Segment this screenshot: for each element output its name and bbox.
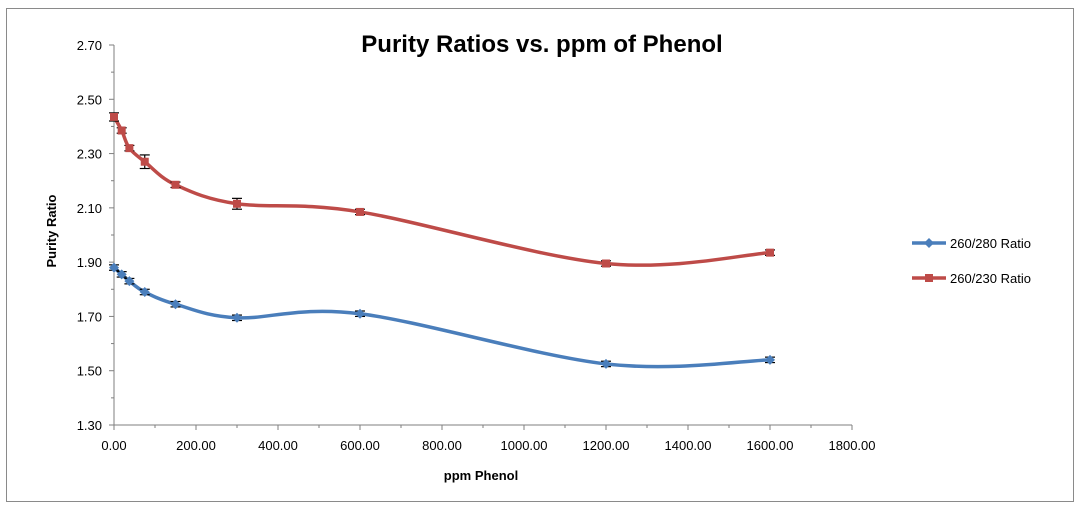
data-point [171, 180, 180, 189]
x-axis-label: ppm Phenol [444, 468, 518, 483]
data-point [766, 248, 774, 257]
data-point [356, 207, 364, 216]
x-tick-label: 800.00 [422, 438, 462, 453]
data-point [139, 287, 150, 297]
data-point [233, 199, 241, 208]
data-point [765, 354, 775, 365]
legend-label: 260/280 Ratio [950, 236, 1031, 251]
chart-title: Purity Ratios vs. ppm of Phenol [361, 31, 722, 58]
series-line [112, 265, 772, 369]
legend-item: 260/280 Ratio [912, 236, 1031, 251]
x-tick-label: 200.00 [176, 438, 216, 453]
x-tick-label: 1600.00 [747, 438, 794, 453]
data-point [125, 144, 134, 153]
data-point [232, 312, 242, 323]
series-layer [109, 112, 775, 369]
series-line [112, 115, 772, 267]
y-axis-label: Purity Ratio [44, 194, 59, 267]
legend-label: 260/230 Ratio [950, 271, 1031, 286]
legend-item: 260/230 Ratio [912, 271, 1031, 286]
x-tick-label: 400.00 [258, 438, 298, 453]
legend: 260/280 Ratio 260/230 Ratio [912, 236, 1031, 286]
y-tick-label: 2.10 [77, 201, 102, 216]
data-point [117, 126, 126, 135]
y-tick-label: 1.30 [77, 418, 102, 433]
axes: 1.30 1.50 1.70 1.90 2.10 2.30 2.50 2.70 0.00 200.… [77, 38, 876, 453]
legend-marker [925, 274, 933, 282]
series-2 [109, 112, 775, 268]
x-tick-label: 1200.00 [583, 438, 630, 453]
y-tick-label: 1.70 [77, 309, 102, 324]
legend-marker [924, 238, 934, 248]
chart-frame [6, 8, 1074, 502]
y-tick-label: 2.70 [77, 38, 102, 53]
x-tick-label: 1000.00 [501, 438, 548, 453]
data-point [355, 308, 365, 319]
data-point [116, 269, 127, 280]
x-tick-label: 600.00 [340, 438, 380, 453]
series-1 [109, 262, 775, 369]
y-tick-label: 1.90 [77, 255, 102, 270]
x-tick-label: 1400.00 [665, 438, 712, 453]
data-point [110, 112, 118, 121]
data-point [602, 259, 610, 268]
x-tick-label: 0.00 [101, 438, 126, 453]
y-tick-label: 1.50 [77, 364, 102, 379]
y-tick-label: 2.50 [77, 92, 102, 107]
data-point [124, 276, 135, 287]
y-tick-label: 2.30 [77, 147, 102, 162]
data-point [140, 157, 149, 166]
x-tick-label: 1800.00 [829, 438, 876, 453]
data-point [601, 358, 611, 369]
data-point [109, 262, 119, 273]
data-point [170, 299, 181, 310]
